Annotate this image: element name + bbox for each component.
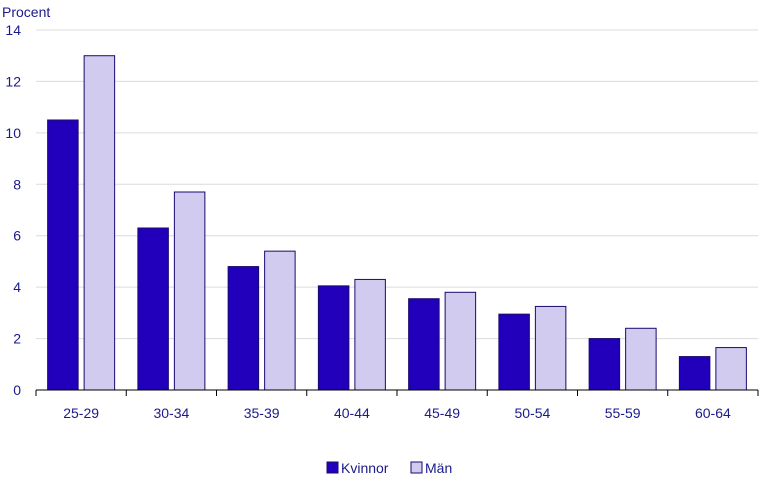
- bar-45-49-series-2: [444, 291, 477, 391]
- x-tick-label: 45-49: [424, 405, 460, 421]
- x-tick-label: 30-34: [153, 405, 189, 421]
- bar-30-34-series-1: [137, 227, 169, 391]
- y-tick-label: 12: [5, 73, 21, 89]
- x-tick-label: 35-39: [244, 405, 280, 421]
- legend: Kvinnor Män: [326, 460, 452, 476]
- bar-25-29-series-1: [47, 119, 79, 391]
- bar-40-44-series-1: [317, 285, 350, 391]
- bar-45-49-series-1: [408, 298, 440, 391]
- bars: [47, 55, 747, 391]
- x-axis-tick-labels: 25-29 30-34 35-39 40-44 45-49 50-54 55-59 60-64: [63, 405, 731, 421]
- bar-50-54-series-1: [498, 313, 530, 391]
- y-axis-tick-labels: 0 2 4 6 8 10 12 14: [5, 22, 21, 398]
- y-tick-label: 14: [5, 22, 21, 38]
- y-tick-label: 6: [13, 228, 21, 244]
- y-tick-label: 2: [13, 331, 21, 347]
- y-tick-label: 0: [13, 382, 21, 398]
- x-axis: [35, 389, 759, 396]
- bar-50-54-series-2: [534, 305, 567, 391]
- legend-swatch-2: [410, 461, 423, 474]
- y-tick-label: 4: [13, 279, 21, 295]
- bar-25-29-series-2: [83, 55, 116, 391]
- legend-label-1: Kvinnor: [341, 460, 389, 476]
- x-tick-label: 50-54: [514, 405, 550, 421]
- bar-35-39-series-2: [264, 250, 296, 391]
- x-tick-label: 60-64: [695, 405, 731, 421]
- y-tick-label: 10: [5, 125, 21, 141]
- bar-55-59-series-1: [588, 338, 621, 391]
- bar-35-39-series-1: [227, 266, 260, 391]
- x-tick-label: 25-29: [63, 405, 99, 421]
- y-axis-unit-label: Procent: [2, 4, 50, 20]
- y-tick-label: 8: [13, 176, 21, 192]
- bar-55-59-series-2: [625, 327, 657, 391]
- legend-swatch-1: [326, 461, 339, 474]
- bar-60-64-series-1: [678, 356, 711, 391]
- legend-label-2: Män: [425, 460, 452, 476]
- bar-30-34-series-2: [173, 191, 206, 391]
- x-tick-label: 55-59: [605, 405, 641, 421]
- bar-40-44-series-2: [354, 278, 386, 391]
- x-tick-label: 40-44: [334, 405, 370, 421]
- bar-60-64-series-2: [715, 347, 747, 391]
